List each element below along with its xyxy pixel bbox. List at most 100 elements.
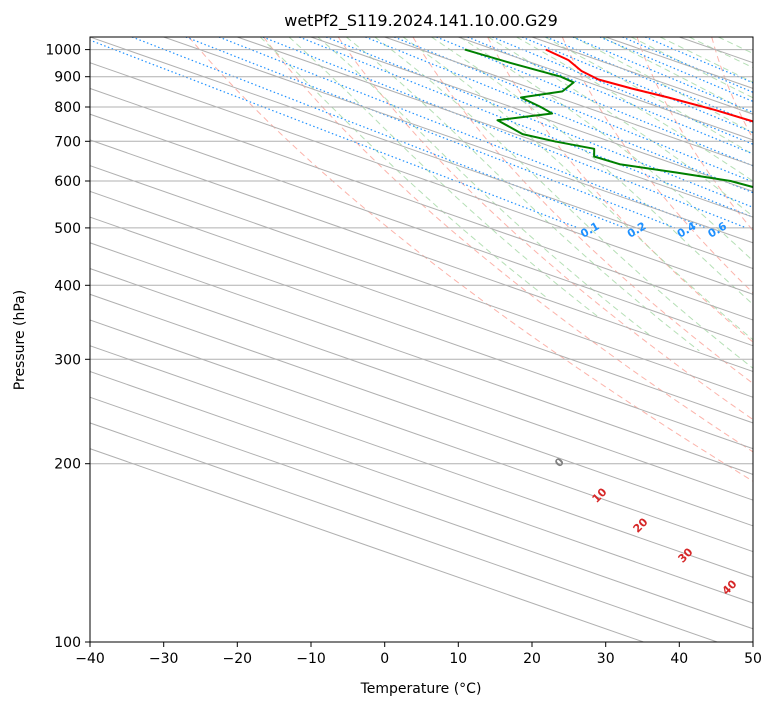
x-axis-ticks: −40 −30 −20 −10 0 10 20 30 40 50 — [75, 642, 762, 667]
mixing-ratio-label: 0.6 — [706, 219, 730, 240]
moist-adiabat-label: 30 — [676, 545, 696, 565]
dry-adiabat-line — [561, 37, 753, 294]
chart-title: wetPf2_S119.2024.141.10.00.G29 — [284, 11, 558, 31]
mixing-ratio-line — [467, 37, 753, 155]
y-tick-label: 400 — [54, 278, 81, 294]
skewed-isotherms — [90, 37, 753, 642]
moist-adiabat-label: 40 — [720, 577, 740, 597]
moist-adiabat-line — [688, 37, 753, 69]
y-tick-label: 300 — [54, 352, 81, 368]
y-tick-label: 900 — [54, 70, 81, 86]
isotherm-line — [90, 62, 753, 295]
x-tick-label: 50 — [744, 651, 762, 667]
moist-adiabat-label: 20 — [631, 515, 651, 535]
dry-adiabat-line — [263, 37, 753, 453]
x-tick-label: 10 — [449, 651, 467, 667]
moist-adiabat-line — [402, 37, 753, 341]
mixing-ratio-line — [521, 37, 753, 134]
isotherm-line — [384, 37, 753, 167]
isotherm-line — [90, 268, 753, 501]
isotherm-line — [90, 190, 753, 424]
moist-adiabat-line — [374, 37, 753, 369]
y-tick-label: 500 — [54, 221, 81, 237]
plot-frame — [89, 36, 754, 643]
y-tick-label: 200 — [54, 457, 81, 473]
moist-adiabat-line — [459, 37, 753, 262]
y-tick-label: 800 — [54, 100, 81, 116]
y-tick-label: 700 — [54, 134, 81, 150]
isotherm-line — [90, 216, 753, 450]
mixing-ratio-line — [131, 37, 626, 229]
dry-adiabat-line — [636, 37, 753, 232]
isotherm-line — [90, 242, 753, 475]
x-tick-label: −30 — [149, 651, 179, 667]
x-tick-label: −40 — [75, 651, 105, 667]
isotherm-line — [458, 37, 753, 141]
moist-adiabat-line — [630, 37, 753, 99]
mixing-ratio-line — [218, 37, 707, 229]
moist-adiabat-label: 10 — [590, 485, 610, 505]
isotherm-line — [237, 37, 753, 218]
isotherm-line — [163, 37, 753, 244]
pressure-gridlines — [90, 49, 753, 642]
isotherm-line — [90, 87, 753, 321]
moist-adiabats — [259, 37, 753, 369]
y-tick-label: 1000 — [45, 43, 81, 59]
isotherm-line — [90, 37, 753, 270]
mixing-ratio-line — [436, 37, 753, 167]
dewpoint-line — [464, 48, 753, 189]
mixing-ratio-line — [546, 37, 753, 124]
isotherm-line — [679, 37, 753, 64]
isotherm-line — [90, 113, 753, 347]
dry-adiabat-line — [412, 37, 753, 385]
y-tick-label: 100 — [54, 635, 81, 651]
mixing-ratio-line — [644, 37, 753, 84]
mixing-ratio-label: 0.1 — [578, 220, 601, 241]
isotherm-line — [90, 165, 753, 398]
y-tick-label: 600 — [54, 174, 81, 190]
isotherm-line — [90, 396, 753, 630]
isotherm-line — [90, 293, 753, 527]
isotherm-line — [531, 37, 753, 115]
isotherm-line — [90, 139, 753, 373]
x-tick-label: 30 — [597, 651, 615, 667]
moist-adiabat-line — [602, 37, 753, 115]
dry-adiabat-line — [337, 37, 753, 421]
isotherm-line — [90, 319, 753, 553]
moist-adiabat-line — [345, 37, 700, 352]
moist-adiabat-label: 0 — [552, 455, 567, 470]
mixing-ratio-line — [393, 37, 753, 183]
isotherm-line — [752, 37, 753, 38]
mixing-ratio-line — [185, 37, 676, 229]
moist-adiabat-line — [288, 37, 598, 317]
y-axis-ticks: 100 200 300 400 500 600 700 800 900 1000 — [45, 43, 90, 651]
mixing-ratio-line — [298, 37, 753, 218]
dry-adiabat-line — [188, 37, 753, 482]
mixing-ratio-line — [572, 37, 753, 114]
x-tick-label: −10 — [296, 651, 326, 667]
isotherm-line — [90, 422, 718, 642]
mixing-ratio-label: 0.2 — [625, 220, 648, 241]
moist-adiabat-line — [659, 37, 753, 83]
x-tick-label: 20 — [523, 651, 541, 667]
profile-series — [464, 48, 753, 189]
isotherm-line — [310, 37, 753, 192]
mixing-ratio-line — [622, 37, 753, 93]
mixing-ratio-line — [90, 39, 579, 229]
x-axis-label: Temperature (°C) — [360, 681, 482, 697]
dry-adiabat-line — [487, 37, 753, 343]
mixing-ratio-line — [599, 37, 753, 103]
y-axis-label: Pressure (hPa) — [12, 290, 28, 390]
isotherm-line — [90, 448, 644, 642]
x-tick-label: −20 — [223, 651, 253, 667]
isotherm-line — [90, 370, 753, 604]
reference-line-labels: 0.10.20.40.611.52346810131620253036-100-… — [552, 219, 753, 597]
moist-adiabat-line — [259, 37, 549, 299]
moist-adiabat-line — [573, 37, 753, 134]
isotherm-line — [90, 345, 753, 578]
plot-area: 0.10.20.40.611.52346810131620253036-100-… — [90, 37, 753, 642]
moist-adiabat-line — [431, 37, 753, 306]
x-tick-label: 0 — [380, 651, 389, 667]
temperature-line — [545, 48, 753, 123]
